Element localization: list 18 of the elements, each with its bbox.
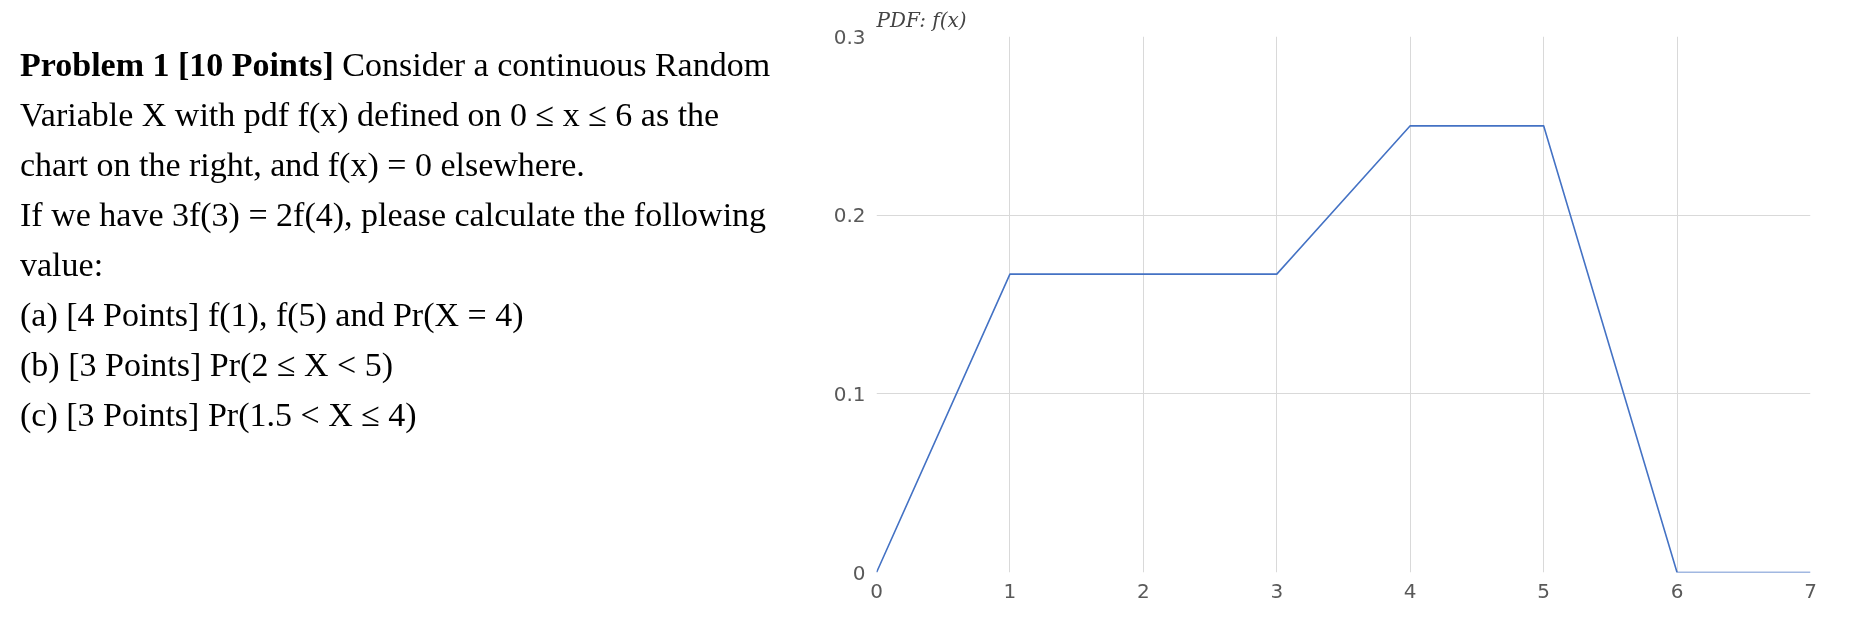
text: (a) [4 Points] f(1), f(5) and Pr(X = 4) <box>20 296 524 333</box>
y-axis-title: PDF: f(x) <box>875 7 967 32</box>
x-tick-label: 5 <box>1537 578 1551 603</box>
y-tick-label: 0 <box>852 560 866 585</box>
text: Problem 1 [10 Points] <box>20 46 334 83</box>
x-tick-label: 6 <box>1670 578 1684 603</box>
text: (c) [3 Points] Pr(1.5 < X ≤ 4) <box>20 396 417 433</box>
x-tick-label: 4 <box>1403 578 1417 603</box>
x-tick-label: 7 <box>1804 578 1817 603</box>
y-tick-label: 0.3 <box>833 24 866 49</box>
x-tick-label: 0 <box>870 578 883 603</box>
x-tick-label: 1 <box>1003 578 1017 603</box>
y-tick-label: 0.2 <box>833 203 866 228</box>
x-tick-label: 3 <box>1270 578 1284 603</box>
x-tick-label: 2 <box>1136 578 1150 603</box>
text: (b) [3 Points] Pr(2 ≤ X < 5) <box>20 346 394 383</box>
text: If we have 3f(3) = 2f(4), please calculate the following value: <box>20 196 767 283</box>
y-tick-label: 0.1 <box>833 381 866 406</box>
